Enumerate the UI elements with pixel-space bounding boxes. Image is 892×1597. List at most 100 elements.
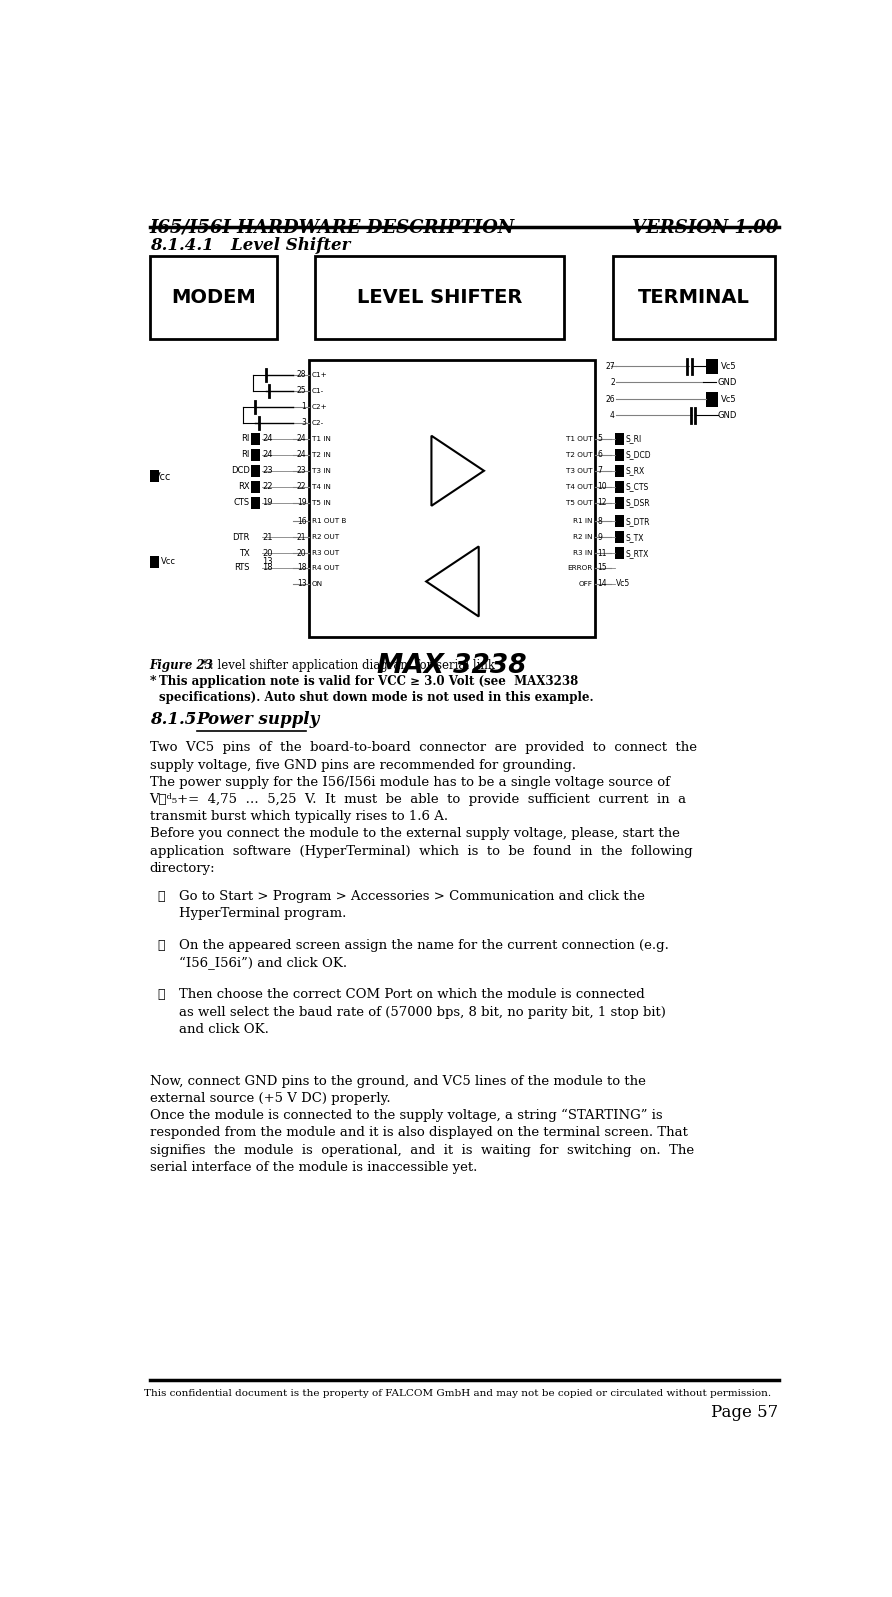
Text: 26: 26: [605, 394, 615, 404]
Text: R2 IN: R2 IN: [574, 533, 592, 540]
Text: TX: TX: [239, 549, 250, 557]
Text: 22: 22: [262, 482, 273, 492]
Text: Vc5: Vc5: [616, 580, 631, 588]
Text: R2 OUT: R2 OUT: [312, 533, 339, 540]
Text: ✓: ✓: [158, 989, 165, 1001]
Bar: [706, 359, 718, 374]
Text: VERSION 1.00: VERSION 1.00: [632, 219, 779, 236]
Bar: [613, 256, 775, 339]
Text: T2 IN: T2 IN: [312, 452, 331, 458]
Text: ERROR: ERROR: [567, 565, 592, 570]
Text: ✓: ✓: [158, 890, 165, 904]
Text: S_RTX: S_RTX: [626, 549, 649, 557]
Text: 14: 14: [598, 580, 607, 588]
Text: 11: 11: [598, 549, 607, 557]
Text: 6: 6: [598, 450, 602, 460]
Text: C1+: C1+: [312, 372, 327, 378]
Text: *: *: [150, 676, 156, 688]
Text: S_CTS: S_CTS: [626, 482, 649, 492]
Text: 28: 28: [297, 371, 307, 380]
Text: *: *: [202, 660, 207, 672]
Text: 16: 16: [297, 517, 307, 525]
Text: T5 IN: T5 IN: [312, 500, 331, 506]
Text: 20: 20: [262, 549, 273, 557]
Text: R4 OUT: R4 OUT: [312, 565, 339, 570]
Text: On the appeared screen assign the name for the current connection (e.g.
“I56_I56: On the appeared screen assign the name f…: [178, 939, 668, 969]
Bar: [150, 256, 277, 339]
Text: S_RX: S_RX: [626, 466, 645, 476]
Text: OFF: OFF: [579, 581, 592, 588]
Text: Figure 23: Figure 23: [150, 660, 213, 672]
Bar: [615, 481, 624, 493]
Bar: [615, 548, 624, 559]
Text: CTS: CTS: [234, 498, 250, 508]
Text: This confidential document is the property of FALCOM GmbH and may not be copied : This confidential document is the proper…: [144, 1389, 771, 1399]
Bar: [615, 433, 624, 446]
Bar: [150, 556, 159, 569]
Text: 8: 8: [598, 517, 602, 525]
Text: 23: 23: [297, 466, 307, 476]
Text: S_DCD: S_DCD: [626, 450, 651, 460]
Text: 2: 2: [610, 378, 615, 386]
Text: C1-: C1-: [312, 388, 324, 394]
Text: T1 OUT: T1 OUT: [566, 436, 592, 442]
Text: DTR: DTR: [233, 533, 250, 541]
Text: 22: 22: [297, 482, 307, 492]
Polygon shape: [426, 546, 479, 616]
Text: 1: 1: [301, 402, 307, 412]
Text: 7: 7: [598, 466, 602, 476]
Text: TERMINAL: TERMINAL: [638, 287, 750, 307]
Bar: [309, 359, 596, 637]
Bar: [706, 393, 718, 407]
Text: Vc5: Vc5: [722, 394, 737, 404]
Text: S_TX: S_TX: [626, 533, 644, 541]
Text: Power supply: Power supply: [196, 711, 319, 728]
Bar: [615, 532, 624, 543]
Text: RI: RI: [242, 434, 250, 444]
Text: 15: 15: [598, 564, 607, 572]
Bar: [615, 449, 624, 462]
Bar: [615, 516, 624, 527]
Text: 18: 18: [297, 564, 307, 572]
Text: S_RI: S_RI: [626, 434, 642, 444]
Text: 4: 4: [610, 410, 615, 420]
Text: ✓: ✓: [158, 939, 165, 952]
Text: Page 57: Page 57: [711, 1404, 779, 1421]
Text: This application note is valid for VCC ≥ 3.0 Volt (see  MAX3238
specifications).: This application note is valid for VCC ≥…: [159, 676, 593, 704]
Text: : level shifter application diagram for serial link: : level shifter application diagram for …: [206, 660, 495, 672]
Text: R3 IN: R3 IN: [574, 551, 592, 556]
Bar: [150, 470, 159, 482]
Text: 19: 19: [262, 498, 273, 508]
Text: MAX 3238: MAX 3238: [377, 653, 527, 679]
Text: 3: 3: [301, 418, 307, 428]
Text: T3 OUT: T3 OUT: [566, 468, 592, 474]
Text: 27: 27: [605, 363, 615, 371]
Text: R1 OUT B: R1 OUT B: [312, 517, 346, 524]
Text: T4 IN: T4 IN: [312, 484, 331, 490]
Text: S_DSR: S_DSR: [626, 498, 650, 508]
Bar: [316, 256, 565, 339]
Text: C2+: C2+: [312, 404, 327, 410]
Bar: [252, 481, 260, 493]
Text: Vcc: Vcc: [154, 473, 172, 482]
Text: 9: 9: [598, 533, 602, 541]
Text: LEVEL SHIFTER: LEVEL SHIFTER: [357, 287, 523, 307]
Text: 24: 24: [297, 434, 307, 444]
Text: RX: RX: [238, 482, 250, 492]
Bar: [252, 433, 260, 446]
Text: Vc5: Vc5: [722, 363, 737, 371]
Text: 24: 24: [262, 434, 273, 444]
Text: 21: 21: [297, 533, 307, 541]
Text: 25: 25: [297, 386, 307, 396]
Text: Now, connect GND pins to the ground, and VC5 lines of the module to the
external: Now, connect GND pins to the ground, and…: [150, 1075, 694, 1174]
Text: 10: 10: [598, 482, 607, 492]
Text: 18: 18: [262, 564, 273, 572]
Text: S_DTR: S_DTR: [626, 517, 650, 525]
Text: MODEM: MODEM: [171, 287, 256, 307]
Bar: [252, 465, 260, 478]
Text: 5: 5: [598, 434, 602, 444]
Text: T2 OUT: T2 OUT: [566, 452, 592, 458]
Text: R3 OUT: R3 OUT: [312, 551, 339, 556]
Text: C2-: C2-: [312, 420, 324, 426]
Polygon shape: [432, 436, 484, 506]
